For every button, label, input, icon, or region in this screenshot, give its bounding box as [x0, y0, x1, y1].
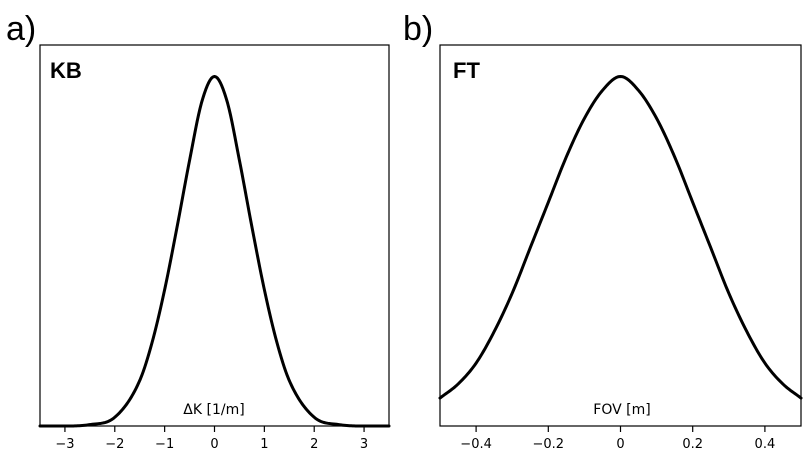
panel-b-x-tick-label: −0.4 [460, 437, 492, 452]
panel-b-x-tick-label: −0.2 [533, 437, 565, 452]
panel-b-xlabel: FOV [m] [593, 402, 650, 418]
panel-a-letter: a) [6, 10, 36, 48]
panel-a-x-tick-label: 3 [360, 437, 368, 452]
panel-a-title: KB [50, 58, 82, 83]
panel-b-x-tick-label: 0.2 [682, 437, 703, 452]
panel-a: a) KB ΔK [1/m] −3 −2 −1 0 1 2 3 [6, 10, 391, 452]
panel-b-x-tick-label: 0 [616, 437, 624, 452]
panel-a-x-tick-label: 1 [260, 437, 268, 452]
panel-b-frame [439, 44, 802, 427]
panel-a-x-tick-label: 2 [310, 437, 318, 452]
panel-a-x-tick-label: −2 [105, 437, 124, 452]
panel-a-xlabel: ΔK [1/m] [183, 402, 244, 418]
panel-b-curve [438, 74, 803, 400]
panel-b: b) FT FOV [m] −0.4 −0.2 0 0.2 0.4 [403, 10, 803, 452]
panel-a-x-tick-label: 0 [210, 437, 218, 452]
panel-a-x-ticks: −3 −2 −1 0 1 2 3 [55, 426, 368, 452]
panel-b-x-tick-label: 0.4 [755, 437, 776, 452]
panel-a-x-tick-label: −3 [55, 437, 74, 452]
panel-a-curve [38, 74, 391, 428]
panel-b-title: FT [453, 58, 480, 83]
panel-a-x-tick-label: −1 [155, 437, 174, 452]
panel-a-frame [39, 44, 390, 427]
panel-b-x-ticks: −0.4 −0.2 0 0.2 0.4 [460, 426, 775, 452]
panel-b-letter: b) [403, 10, 433, 48]
